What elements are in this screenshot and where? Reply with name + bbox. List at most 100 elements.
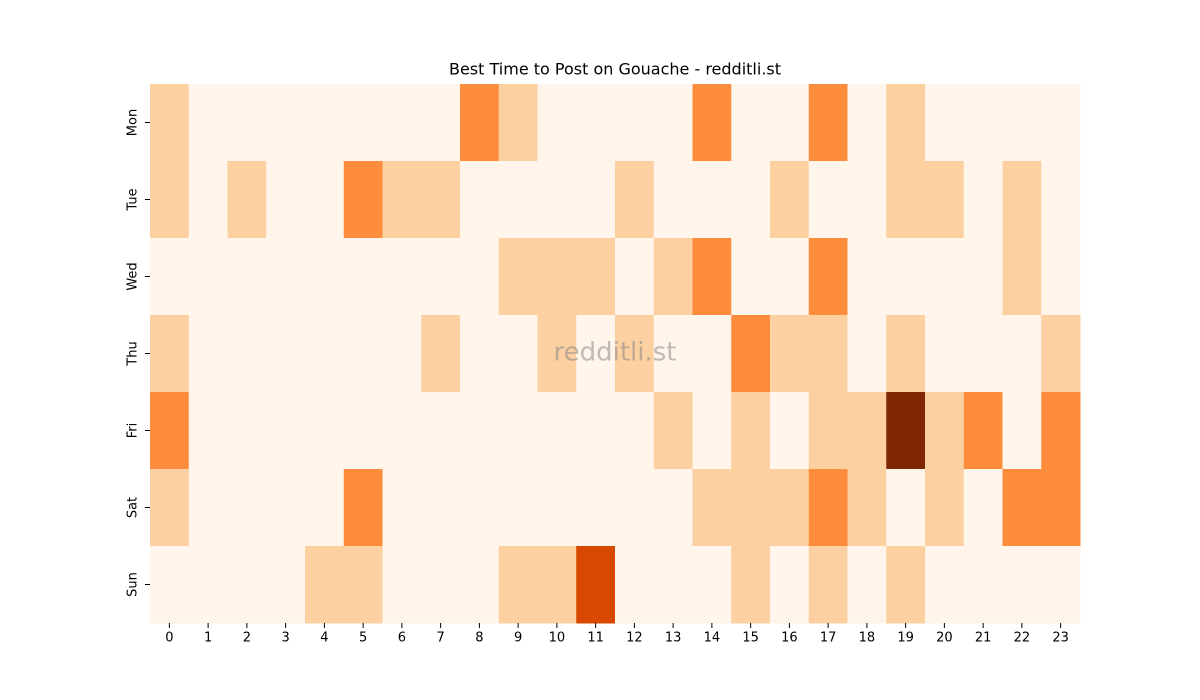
heatmap-cell [1002, 161, 1042, 239]
heatmap-cell [692, 315, 732, 393]
heatmap-cell [305, 161, 345, 239]
heatmap-cell [460, 546, 500, 624]
heatmap-cell [343, 238, 383, 316]
heatmap-cell [266, 84, 306, 162]
heatmap-cell [343, 392, 383, 470]
heatmap-cell [770, 392, 810, 470]
heatmap-cell [305, 546, 345, 624]
heatmap-cell [847, 546, 887, 624]
x-tick-label: 0 [165, 631, 173, 646]
heatmap-cell [188, 469, 228, 547]
x-tick-label: 6 [398, 631, 406, 646]
heatmap-cell [731, 161, 771, 239]
heatmap-cell [537, 84, 577, 162]
heatmap-cell [460, 238, 500, 316]
heatmap-cell [382, 315, 422, 393]
heatmap-cell [576, 84, 616, 162]
heatmap-cell [1041, 546, 1081, 624]
heatmap-cell [343, 84, 383, 162]
heatmap-cell [925, 392, 965, 470]
heatmap-cell [692, 546, 732, 624]
y-tick-label: Fri [126, 423, 141, 439]
y-tick-label: Thu [126, 341, 141, 366]
heatmap-cell [886, 469, 926, 547]
heatmap-cell [305, 392, 345, 470]
heatmap-cell [382, 84, 422, 162]
heatmap-cell [537, 469, 577, 547]
heatmap-cell [963, 161, 1003, 239]
heatmap-cell [692, 392, 732, 470]
heatmap-cell [770, 469, 810, 547]
heatmap-cell [343, 315, 383, 393]
heatmap-cell [498, 469, 538, 547]
heatmap-cell [266, 469, 306, 547]
heatmap-cell [188, 546, 228, 624]
heatmap-cell [770, 315, 810, 393]
heatmap-cells [150, 84, 1081, 624]
heatmap-cell [731, 469, 771, 547]
heatmap-cell [498, 315, 538, 393]
heatmap-cell [847, 161, 887, 239]
heatmap-cell [615, 84, 655, 162]
heatmap-cell [537, 392, 577, 470]
heatmap-cell [963, 392, 1003, 470]
heatmap-cell [653, 238, 693, 316]
y-tick-label: Sun [126, 572, 141, 597]
heatmap-cell [305, 238, 345, 316]
heatmap-cell [576, 238, 616, 316]
heatmap-cell [382, 546, 422, 624]
heatmap-cell [653, 469, 693, 547]
x-tick-label: 10 [549, 631, 566, 646]
heatmap-cell [150, 315, 190, 393]
heatmap-cell [615, 238, 655, 316]
x-tick-label: 17 [820, 631, 837, 646]
heatmap-cell [692, 161, 732, 239]
heatmap-cell [305, 84, 345, 162]
heatmap-cell [731, 238, 771, 316]
heatmap-cell [808, 469, 848, 547]
heatmap-cell [1041, 315, 1081, 393]
x-tick-label: 4 [320, 631, 328, 646]
heatmap-cell [731, 315, 771, 393]
x-tick-label: 7 [436, 631, 444, 646]
heatmap-cell [925, 161, 965, 239]
heatmap-cell [1041, 84, 1081, 162]
heatmap-cell [1002, 315, 1042, 393]
heatmap-cell [808, 238, 848, 316]
heatmap-cell [460, 469, 500, 547]
y-tick-label: Mon [126, 109, 141, 136]
heatmap-cell [847, 392, 887, 470]
heatmap-cell [266, 546, 306, 624]
heatmap-cell [808, 84, 848, 162]
x-tick-label: 22 [1014, 631, 1031, 646]
heatmap-cell [886, 315, 926, 393]
heatmap-cell [150, 392, 190, 470]
heatmap-cell [150, 546, 190, 624]
heatmap-cell [498, 238, 538, 316]
heatmap-cell [188, 84, 228, 162]
x-tick-label: 12 [626, 631, 643, 646]
x-tick-label: 9 [514, 631, 522, 646]
heatmap-cell [808, 392, 848, 470]
heatmap-cell [963, 238, 1003, 316]
heatmap-cell [886, 546, 926, 624]
heatmap-cell [847, 238, 887, 316]
heatmap-cell [227, 84, 267, 162]
heatmap-cell [421, 161, 461, 239]
x-tick-label: 13 [665, 631, 682, 646]
heatmap-cell [227, 392, 267, 470]
heatmap-cell [266, 315, 306, 393]
heatmap-cell [421, 84, 461, 162]
x-tick-label: 8 [475, 631, 483, 646]
heatmap-cell [1002, 392, 1042, 470]
heatmap-cell [188, 315, 228, 393]
heatmap-cell [1041, 392, 1081, 470]
heatmap-cell [537, 546, 577, 624]
heatmap-cell [1041, 161, 1081, 239]
heatmap-cell [615, 392, 655, 470]
heatmap-cell [963, 315, 1003, 393]
heatmap-cell [460, 315, 500, 393]
heatmap-cell [925, 469, 965, 547]
heatmap-cell [653, 392, 693, 470]
heatmap-cell [770, 161, 810, 239]
